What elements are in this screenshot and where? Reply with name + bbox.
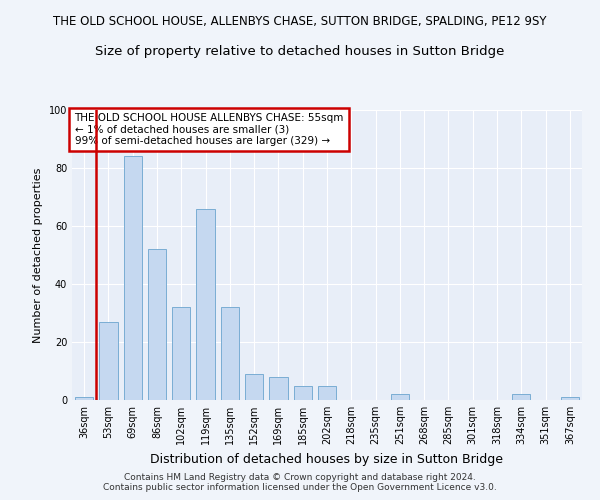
Bar [221, 307, 239, 400]
Text: Contains HM Land Registry data © Crown copyright and database right 2024.
Contai: Contains HM Land Registry data © Crown c… [103, 473, 497, 492]
Bar [512, 394, 530, 400]
Bar [172, 307, 190, 400]
Bar [561, 397, 579, 400]
Bar [75, 397, 93, 400]
Bar [124, 156, 142, 400]
Bar [269, 377, 287, 400]
Text: Size of property relative to detached houses in Sutton Bridge: Size of property relative to detached ho… [95, 45, 505, 58]
Bar [100, 322, 118, 400]
Text: THE OLD SCHOOL HOUSE, ALLENBYS CHASE, SUTTON BRIDGE, SPALDING, PE12 9SY: THE OLD SCHOOL HOUSE, ALLENBYS CHASE, SU… [53, 15, 547, 28]
Bar [293, 386, 312, 400]
Bar [391, 394, 409, 400]
Bar [196, 208, 215, 400]
X-axis label: Distribution of detached houses by size in Sutton Bridge: Distribution of detached houses by size … [151, 452, 503, 466]
Text: THE OLD SCHOOL HOUSE ALLENBYS CHASE: 55sqm
← 1% of detached houses are smaller (: THE OLD SCHOOL HOUSE ALLENBYS CHASE: 55s… [74, 113, 344, 146]
Bar [148, 249, 166, 400]
Bar [318, 386, 336, 400]
Y-axis label: Number of detached properties: Number of detached properties [33, 168, 43, 342]
Bar [245, 374, 263, 400]
